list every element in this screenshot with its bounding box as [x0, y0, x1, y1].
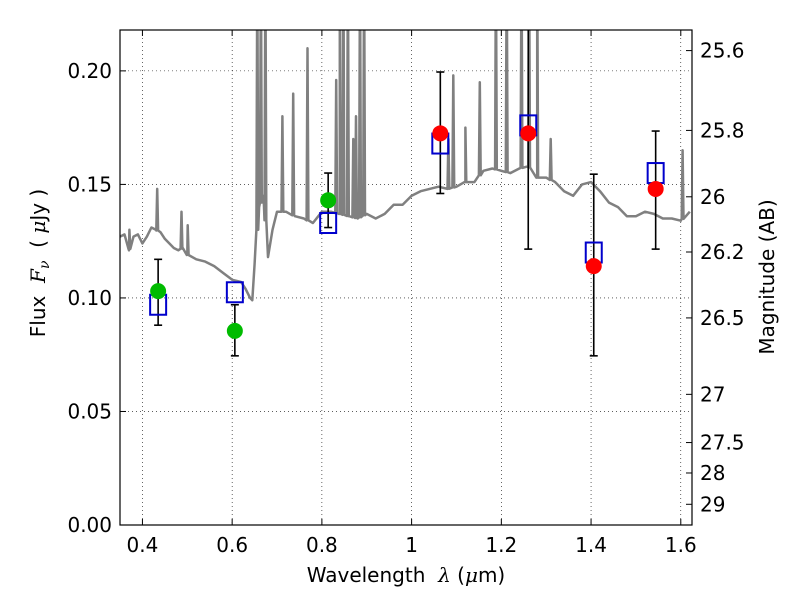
x-axis-label: Wavelength λ (μm) — [307, 563, 506, 587]
x-tick-label: 1.2 — [485, 533, 517, 557]
observed-point — [432, 125, 449, 142]
y2-tick-label: 28 — [700, 461, 725, 485]
y2-tick-label: 27.5 — [700, 431, 745, 455]
x-tick-label: 1.6 — [665, 533, 697, 557]
y-tick-label: 0.05 — [67, 399, 112, 423]
y2-tick-label: 25.8 — [700, 118, 745, 142]
observed-point — [150, 283, 167, 300]
y2-tick-label: 26.5 — [700, 306, 745, 330]
x-tick-label: 0.6 — [216, 533, 248, 557]
observed-point — [320, 192, 337, 209]
x-tick-label: 1.4 — [575, 533, 607, 557]
observed-points-layer — [150, 125, 664, 339]
y2-tick-label: 25.6 — [700, 39, 745, 63]
y-axis: 0.00 0.05 0.10 0.15 0.20 — [67, 59, 126, 537]
x-tick-label: 0.4 — [127, 533, 159, 557]
y2-tick-label: 26 — [700, 185, 725, 209]
plot-background — [120, 30, 692, 525]
observed-point — [520, 125, 537, 142]
model-photometry-box — [225, 281, 244, 304]
y2-tick-label: 26.2 — [700, 240, 745, 264]
y-tick-label: 0.20 — [67, 59, 112, 83]
observed-point — [647, 180, 664, 197]
x-tick-label: 0.8 — [306, 533, 338, 557]
y-tick-label: 0.10 — [67, 286, 112, 310]
y-tick-label: 0.00 — [67, 513, 112, 537]
plot-frame — [119, 29, 693, 526]
x-axis: 0.4 0.6 0.8 1 1.2 1.4 1.6 — [127, 30, 697, 557]
y-tick-label: 0.15 — [67, 172, 112, 196]
model-photometry-box — [319, 212, 338, 235]
y2-axis-label: Magnitude (AB) — [755, 199, 779, 354]
y2-axis: 25.6 25.8 26 26.2 26.5 27 27.5 28 29 — [686, 39, 745, 516]
observed-point — [585, 258, 602, 275]
y2-tick-label: 29 — [700, 492, 725, 516]
observed-point — [226, 322, 243, 339]
y-axis-label: Flux Fν ( μJy ) — [26, 189, 53, 337]
x-tick-label: 1 — [405, 533, 418, 557]
y2-tick-label: 27 — [700, 382, 725, 406]
